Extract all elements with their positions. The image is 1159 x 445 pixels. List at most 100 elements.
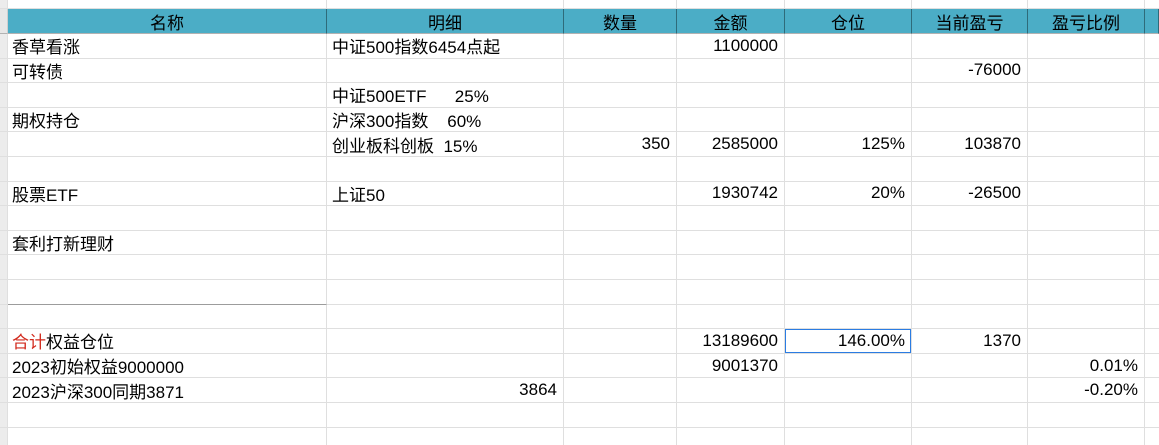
bottom-partial-cell-qty[interactable] (564, 427, 677, 445)
cell-r2-pnl[interactable] (912, 83, 1028, 108)
cell-r2-qty[interactable] (564, 83, 677, 108)
cell-r0-detail[interactable]: 中证500指数6454点起 (327, 34, 564, 59)
cell-r9-pnl[interactable] (912, 255, 1028, 280)
cell-r4-ratio[interactable] (1028, 132, 1145, 157)
cell-r7-detail[interactable] (327, 206, 564, 231)
cell-r5-position[interactable] (785, 156, 912, 182)
cell-r9-qty[interactable] (564, 255, 677, 280)
top-partial-cell-position[interactable] (785, 0, 912, 9)
cell-r13-name[interactable]: 2023初始权益9000000 (8, 353, 327, 379)
cell-r13-position[interactable] (785, 353, 912, 379)
cell-r0-qty[interactable] (564, 34, 677, 59)
cell-r10-qty[interactable] (564, 279, 677, 305)
cell-r11-amount[interactable] (677, 304, 785, 330)
top-partial-cell-pnl[interactable] (912, 0, 1028, 9)
cell-r4-detail[interactable]: 创业板科创板 15% (327, 132, 564, 157)
cell-r14-amount[interactable] (677, 378, 785, 403)
row-12-overflow-cell[interactable] (1145, 329, 1159, 354)
cell-r3-name[interactable]: 期权持仓 (8, 107, 327, 133)
cell-r14-ratio[interactable]: -0.20% (1028, 378, 1145, 403)
cell-r0-amount[interactable]: 1100000 (677, 34, 785, 59)
cell-r6-position[interactable]: 20% (785, 181, 912, 207)
column-header-position[interactable]: 仓位 (785, 9, 912, 34)
cell-r13-qty[interactable] (564, 353, 677, 379)
cell-r6-qty[interactable] (564, 181, 677, 207)
row-15-overflow-cell[interactable] (1145, 403, 1159, 428)
top-partial-cell-detail[interactable] (327, 0, 564, 9)
row-3-overflow-cell[interactable] (1145, 108, 1159, 133)
cell-r11-position[interactable] (785, 304, 912, 330)
cell-r1-ratio[interactable] (1028, 58, 1145, 84)
cell-r8-qty[interactable] (564, 230, 677, 256)
cell-r6-name[interactable]: 股票ETF (8, 181, 327, 207)
cell-r8-position[interactable] (785, 230, 912, 256)
row-6-overflow-cell[interactable] (1145, 182, 1159, 207)
cell-r15-position[interactable] (785, 402, 912, 428)
cell-r3-ratio[interactable] (1028, 107, 1145, 133)
row-9-overflow-cell[interactable] (1145, 255, 1159, 280)
cell-r5-pnl[interactable] (912, 156, 1028, 182)
cell-r10-ratio[interactable] (1028, 279, 1145, 305)
cell-r11-detail[interactable] (327, 304, 564, 330)
cell-r12-amount[interactable]: 13189600 (677, 329, 785, 354)
bottom-partial-cell-position[interactable] (785, 427, 912, 445)
cell-r1-position[interactable] (785, 58, 912, 84)
cell-r10-position[interactable] (785, 279, 912, 305)
header-overflow-cell[interactable] (1145, 9, 1159, 34)
cell-r7-ratio[interactable] (1028, 206, 1145, 231)
cell-r11-qty[interactable] (564, 304, 677, 330)
row-11-overflow-cell[interactable] (1145, 305, 1159, 330)
cell-r3-qty[interactable] (564, 107, 677, 133)
top-partial-cell-ratio[interactable] (1028, 0, 1145, 9)
cell-r2-name[interactable] (8, 83, 327, 108)
cell-r3-amount[interactable] (677, 107, 785, 133)
cell-r5-ratio[interactable] (1028, 156, 1145, 182)
cell-r7-name[interactable] (8, 206, 327, 231)
row-0-overflow-cell[interactable] (1145, 34, 1159, 59)
cell-r8-amount[interactable] (677, 230, 785, 256)
cell-r11-ratio[interactable] (1028, 304, 1145, 330)
cell-r9-name[interactable] (8, 255, 327, 280)
cell-r4-amount[interactable]: 2585000 (677, 132, 785, 157)
cell-r2-position[interactable] (785, 83, 912, 108)
cell-r15-amount[interactable] (677, 402, 785, 428)
cell-r1-pnl[interactable]: -76000 (912, 58, 1028, 84)
cell-r5-detail[interactable] (327, 156, 564, 182)
cell-r12-pnl[interactable]: 1370 (912, 329, 1028, 354)
cell-r13-amount[interactable]: 9001370 (677, 353, 785, 379)
row-1-overflow-cell[interactable] (1145, 59, 1159, 84)
cell-r4-qty[interactable]: 350 (564, 132, 677, 157)
cell-r2-ratio[interactable] (1028, 83, 1145, 108)
cell-r14-detail[interactable]: 3864 (327, 378, 564, 403)
column-header-qty[interactable]: 数量 (564, 9, 677, 34)
cell-r12-ratio[interactable] (1028, 329, 1145, 354)
cell-r4-name[interactable] (8, 132, 327, 157)
row-13-overflow-cell[interactable] (1145, 354, 1159, 379)
cell-r0-pnl[interactable] (912, 34, 1028, 59)
row-7-overflow-cell[interactable] (1145, 206, 1159, 231)
cell-r8-ratio[interactable] (1028, 230, 1145, 256)
cell-r9-ratio[interactable] (1028, 255, 1145, 280)
top-partial-cell-qty[interactable] (564, 0, 677, 9)
column-header-amount[interactable]: 金额 (677, 9, 785, 34)
cell-r4-position[interactable]: 125% (785, 132, 912, 157)
bottom-overflow-cell[interactable] (1145, 428, 1159, 445)
column-header-detail[interactable]: 明细 (327, 9, 564, 34)
cell-r0-position[interactable] (785, 34, 912, 59)
cell-r9-amount[interactable] (677, 255, 785, 280)
cell-r10-pnl[interactable] (912, 279, 1028, 305)
row-8-overflow-cell[interactable] (1145, 231, 1159, 256)
row-10-overflow-cell[interactable] (1145, 280, 1159, 305)
cell-r8-name[interactable]: 套利打新理财 (8, 230, 327, 256)
cell-r14-qty[interactable] (564, 378, 677, 403)
cell-r1-detail[interactable] (327, 58, 564, 84)
cell-r4-pnl[interactable]: 103870 (912, 132, 1028, 157)
cell-r6-pnl[interactable]: -26500 (912, 181, 1028, 207)
cell-r6-ratio[interactable] (1028, 181, 1145, 207)
cell-r12-name[interactable]: 合计 权益仓位 (8, 329, 327, 354)
cell-r1-qty[interactable] (564, 58, 677, 84)
selected-cell-position[interactable]: 146.00% (785, 329, 912, 354)
column-header-pnl[interactable]: 当前盈亏 (912, 9, 1028, 34)
cell-r15-detail[interactable] (327, 402, 564, 428)
column-header-ratio[interactable]: 盈亏比例 (1028, 9, 1145, 34)
